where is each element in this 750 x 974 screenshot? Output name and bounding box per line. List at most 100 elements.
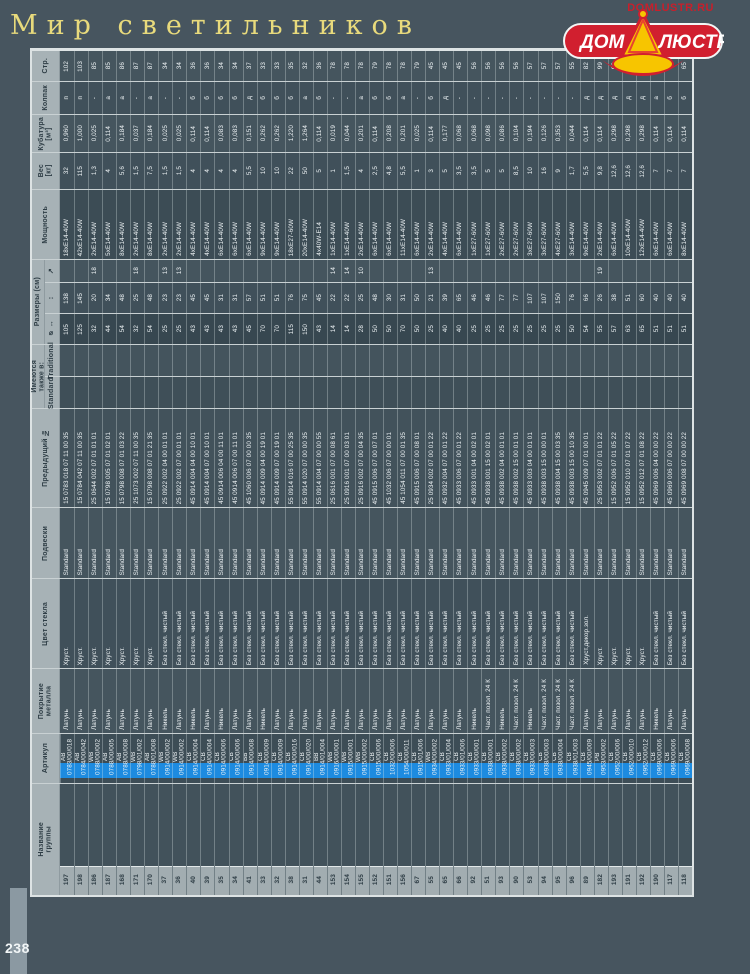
group-number: 197 [62,873,70,886]
cell-value-power: 2хЕ14-40W [428,222,436,256]
cell-glass: Без стекл. чистый [242,579,257,668]
cell-shade: б [677,82,692,114]
cell-value-page: 87 [147,62,155,70]
cell-value-glass: Хруст. [147,646,155,665]
cell-group: 155 [354,784,369,895]
cell-prev: 25 0922 002 07 00 01 01 [172,409,186,507]
cell-value-dim_h: 31 [400,294,408,302]
cell-value-weight: 12,6 [639,164,647,178]
cell-value-glass: Без стекл. чистый [400,610,408,665]
group-number-box: 155 [355,866,369,895]
cell-power: 3хЕ27-60W [523,190,537,259]
cell-glass: Без стекл. чистый [298,579,313,668]
cell-value-weight: 4 [231,169,239,173]
cell-page: 56 [481,51,495,81]
cell-pendants: Standard [368,508,383,578]
cell-coating: Латунь [130,669,144,733]
cell-weight: 2,5 [368,153,383,189]
cell-value-dim_h: 22 [344,294,352,302]
cell-value-power: 4хЕ14-40W [189,222,197,256]
cell-value-volume: 0,114 [428,125,436,142]
cell-trad [284,345,299,376]
cell-volume: 0,025 [411,115,425,152]
group-empty-area [244,784,257,866]
cell-value-dim_w: 105 [62,323,70,335]
cell-prev: 45 0933 006 07 00 01 22 [453,409,467,507]
cell-page: 56 [495,51,509,81]
cell-dim_d [621,260,636,282]
cell-coating: Никель [649,669,664,733]
cell-std [214,377,228,408]
group-number-box: 34 [229,866,243,895]
cell-value-page: 57 [526,62,534,70]
group-empty-area [187,784,200,866]
cell-dim_w: 40 [439,314,453,344]
cell-prev: 25 0953 002 07 01 01 22 [593,409,608,507]
cell-value-page: 36 [316,62,324,70]
cell-value-article: WB 0914/00/002 [158,738,172,776]
cell-dim_h: 45 [186,283,200,313]
cell-trad [397,345,411,376]
cell-value-weight: 5 [498,169,506,173]
cell-shade: - [130,82,144,114]
cell-value-pendants: Standard [105,548,113,575]
band-label-dims: Размеры (см) [32,260,45,344]
cell-value-weight: 1,5 [175,166,183,176]
group-empty-area [581,784,594,866]
cell-value-article: WB 0915/00/001 [340,738,355,776]
group-empty-area [215,784,228,866]
group-empty-area [145,784,158,866]
cell-value-prev: 45 1054 011 07 00 01 35 [400,432,408,504]
group-empty-area [623,784,636,866]
cell-value-dim_w: 50 [372,325,380,333]
logo-text-lustr: ЛЮСТР [657,32,724,53]
cell-std [242,377,257,408]
cell-value-pendants: Standard [91,548,99,575]
cell-trad [340,345,355,376]
cell-dim_h: 77 [509,283,523,313]
cell-dim_h: 40 [663,283,678,313]
cell-dim_h: 138 [60,283,74,313]
cell-value-coating: Латунь [372,709,380,730]
cell-value-coating: Латунь [386,709,394,730]
cell-dim_d: 13 [172,260,186,282]
cell-value-glass: Без стекл. чистый [203,610,211,665]
cell-std [228,377,243,408]
group-number: 190 [652,873,660,886]
cell-trad [368,345,383,376]
cell-value-dim_d: 13 [161,267,169,275]
cell-weight: 7,5 [144,153,158,189]
group-empty-area [384,784,397,866]
cell-power: 1хЕ27-60W [467,190,481,259]
cell-std [397,377,411,408]
cell-value-weight: 1,3 [91,166,99,176]
group-number-box: 187 [103,866,117,895]
cell-value-dim_w: 43 [203,325,211,333]
sub-label-text: ↕ [48,296,56,300]
cell-power: 4х40W-Е14 [312,190,327,259]
cell-value-prev: 15 0798 008 07 01 03 22 [119,431,127,504]
cell-dim_w: 50 [565,314,580,344]
cell-value-weight: 50 [301,167,309,175]
cell-value-volume: 0,353 [554,125,562,142]
cell-value-shade: б [273,96,281,100]
cell-dim_d [242,260,257,282]
cell-value-weight: 3 [428,169,436,173]
cell-value-power: 2хЕ27-60W [512,222,520,256]
cell-dim_h: 25 [354,283,369,313]
cell-group: 55 [425,784,440,895]
cell-dim_w: 125 [74,314,88,344]
cell-value-dim_w: 44 [105,325,113,333]
cell-value-shade: п [77,96,85,100]
cell-dim_w: 25 [523,314,537,344]
cell-dim_w: 32 [88,314,102,344]
cell-value-shade: - [175,96,183,100]
cell-value-article: CB 0914/00/009 [270,738,285,776]
cell-value-pendants: Standard [582,548,590,575]
cell-coating: Никель [467,669,481,733]
cell-dim_h: 77 [495,283,509,313]
cell-value-prev: 45 0969 008 07 00 00 22 [681,431,689,504]
cell-article: CB 0952/00/006 [607,734,622,783]
cell-group: 197 [60,784,75,895]
cell-prev: 15 0784 042 07 11 00 35 [74,409,88,507]
